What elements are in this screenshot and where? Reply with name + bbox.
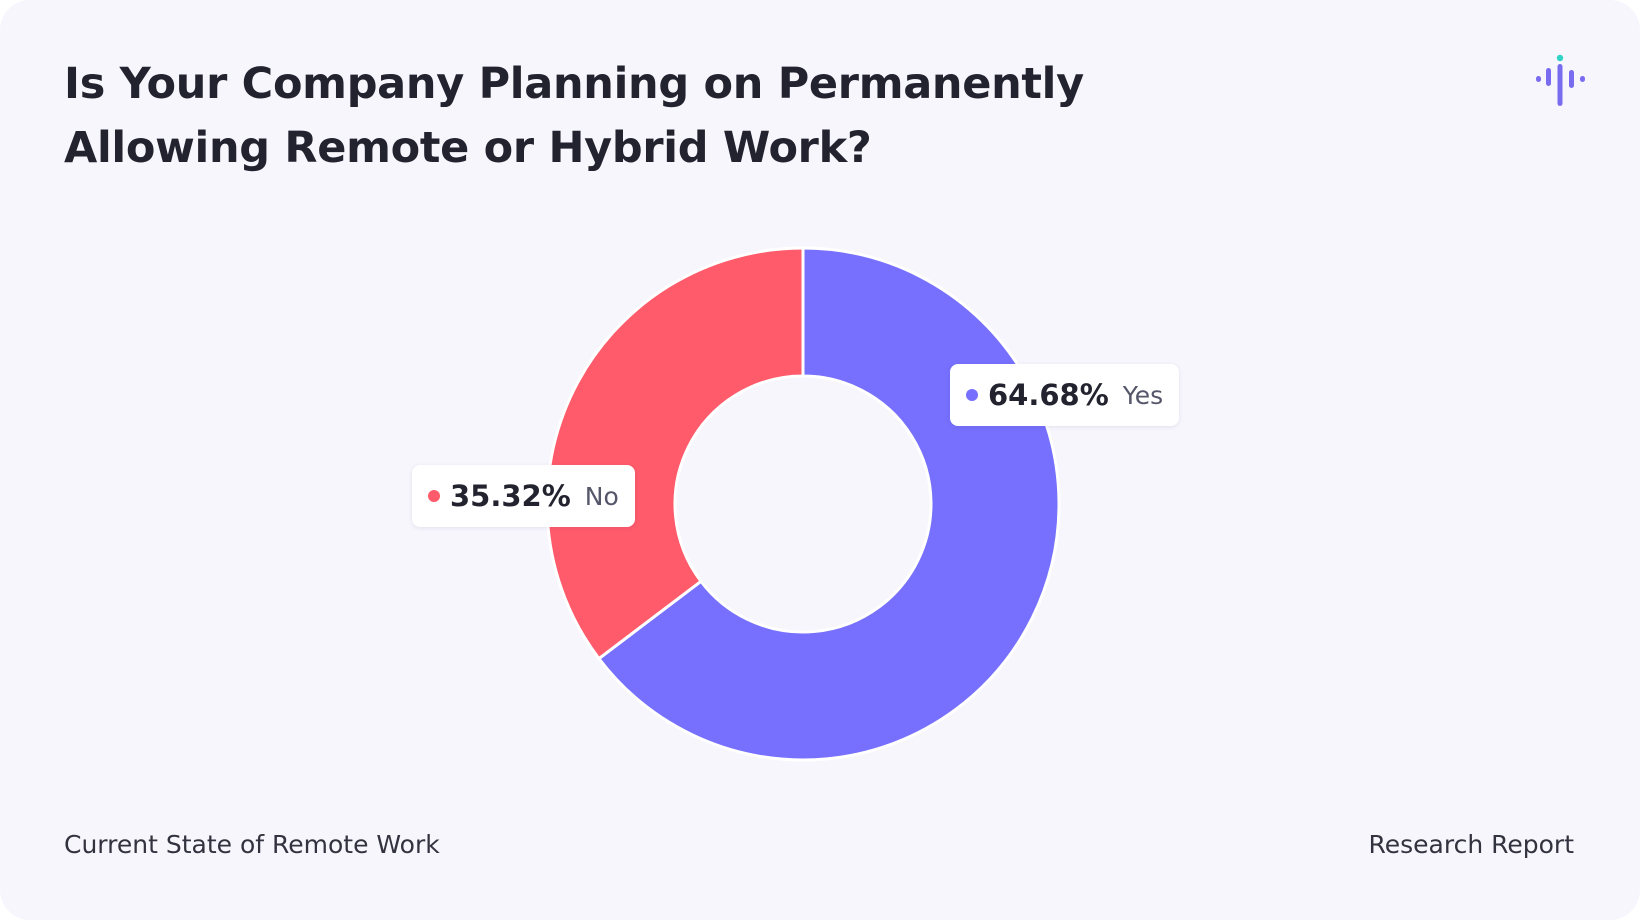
logo-bar-left-small — [1536, 76, 1541, 82]
logo-dot-top — [1556, 54, 1564, 62]
data-label-yes: 64.68% Yes — [950, 364, 1180, 426]
data-label-yes-value: 64.68% — [988, 378, 1109, 412]
data-label-no-dot — [428, 490, 440, 502]
data-label-yes-dot — [966, 389, 978, 401]
data-label-no: 35.32% No — [412, 465, 635, 527]
logo-bar-center — [1557, 64, 1563, 106]
data-label-no-value: 35.32% — [450, 479, 571, 513]
donut-slice-no — [545, 246, 805, 661]
data-label-yes-category: Yes — [1122, 380, 1164, 410]
data-label-no-category: No — [584, 481, 619, 511]
footer-report-type: Research Report — [1368, 830, 1575, 859]
logo-bar-right — [1569, 70, 1574, 88]
logo-bar-right-small — [1580, 76, 1585, 82]
footer-source: Current State of Remote Work — [64, 830, 440, 859]
chart-title: Is Your Company Planning on Permanently … — [64, 59, 1084, 173]
audio-wave-logo-icon — [1536, 54, 1585, 106]
logo-bar-left — [1546, 68, 1551, 86]
